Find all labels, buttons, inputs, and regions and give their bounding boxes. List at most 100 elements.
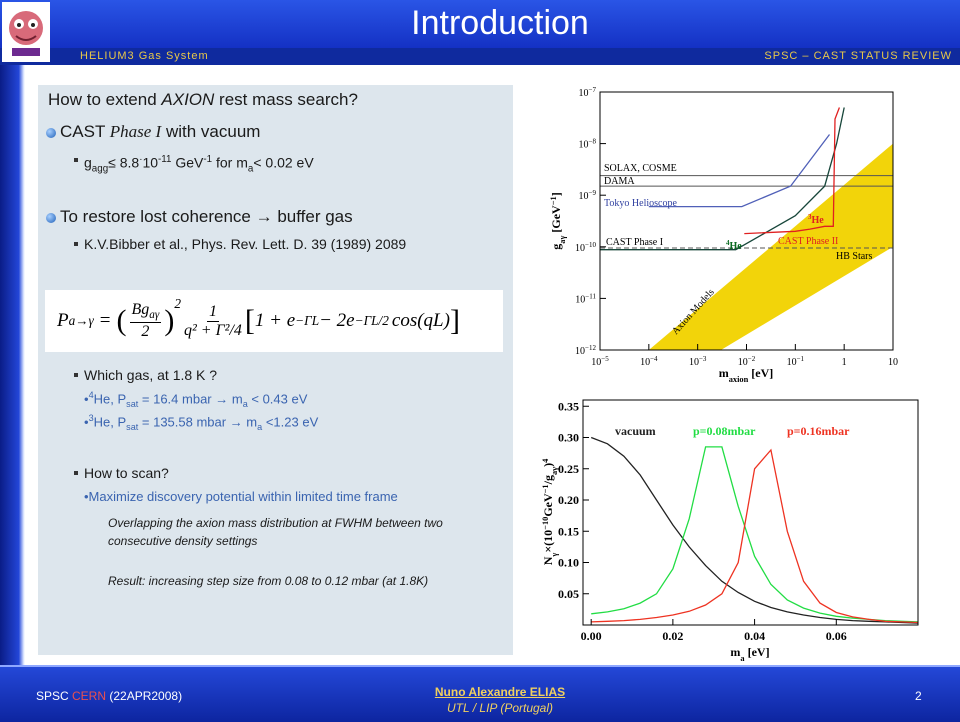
tick-base: 0.30 — [558, 431, 579, 445]
y-tick-label: 10−9 — [579, 189, 597, 202]
tick-exp: −8 — [589, 138, 597, 146]
x-tick-label: 10−5 — [591, 355, 609, 368]
legend-entry: p=0.16mbar — [787, 424, 850, 438]
y-tick-label: 0.15 — [558, 524, 579, 538]
plot-label: SOLAX, COSME — [604, 163, 677, 174]
tick-exp: −7 — [589, 86, 597, 94]
y-tick-label: 0.05 — [558, 587, 579, 601]
f: −ΓL/2 — [354, 313, 389, 328]
affiliation: UTL / LIP (Portugal) — [446, 701, 554, 715]
text-run: ≤ 8.8 — [108, 154, 140, 171]
text-run: He — [812, 215, 825, 226]
f: −ΓL — [295, 313, 320, 328]
tick-exp: −10 — [585, 241, 596, 249]
author: Nuno Alexandre ELIAS — [434, 685, 566, 699]
annotation: 4He — [726, 239, 742, 252]
text-run: GeV — [171, 154, 204, 171]
f: a→γ — [68, 313, 94, 328]
tick-base: 10 — [689, 357, 699, 368]
f: 2 — [141, 322, 150, 340]
legend-entry: p=0.08mbar — [693, 424, 756, 438]
text-run: < 0.02 eV — [253, 154, 314, 171]
logo — [2, 2, 50, 62]
text-run: ) — [541, 463, 555, 467]
text-run: · — [139, 154, 143, 165]
f: 1 — [206, 302, 219, 322]
text-run: = 135.58 mbar → m — [138, 414, 258, 430]
text-run: <1.23 eV — [262, 414, 319, 430]
tick-exp: −9 — [589, 189, 597, 197]
text-run: = 16.4 mbar → m — [138, 391, 243, 407]
text-run: Result: increasing step size from 0.08 t… — [108, 574, 429, 588]
f: 2 — [174, 296, 181, 311]
text-run: sat — [126, 398, 139, 409]
text-run: 4 — [88, 390, 94, 400]
text-run: g — [84, 154, 92, 171]
x-tick-label: 10−1 — [787, 355, 805, 368]
tick-base: 10 — [579, 140, 589, 151]
y-axis-label: gaγ [GeV−1] — [549, 192, 567, 249]
plot-label: CAST Phase I — [606, 237, 663, 248]
plot-label: CAST Phase II — [778, 236, 838, 247]
text-run: -11 — [158, 154, 172, 165]
x-axis-label: ma [eV] — [730, 645, 769, 663]
annotation: 3He — [808, 213, 824, 226]
f: ( — [116, 304, 127, 337]
text-run: 10 — [142, 154, 159, 171]
y-tick-label: 0.35 — [558, 399, 579, 413]
text-l3: •3He, Psat = 135.58 mbar → ma <1.23 eV — [84, 413, 318, 432]
tick-base: 10 — [787, 357, 797, 368]
y-tick-label: 10−8 — [579, 138, 597, 151]
f: ) — [164, 304, 175, 337]
text-note: Result: increasing step size from 0.08 t… — [108, 572, 503, 590]
y-tick-label: 0.30 — [558, 431, 579, 445]
text-l2: gagg≤ 8.8·10-11 GeV-1 for ma< 0.02 eV — [74, 150, 504, 179]
text-run: 4 — [726, 239, 730, 247]
series-line — [590, 436, 918, 624]
x-tick-label: 0.02 — [662, 629, 683, 643]
y-tick-label: 0.10 — [558, 556, 579, 570]
text-run: How to extend — [48, 90, 162, 109]
text-run: −10 — [541, 517, 550, 530]
axes-frame — [582, 399, 919, 626]
text-l1: To restore lost coherence → buffer gas — [46, 207, 353, 227]
text-run: /g — [541, 475, 555, 485]
text-run: To restore lost coherence → buffer gas — [60, 207, 353, 226]
tick-exp: −5 — [601, 355, 609, 363]
x-tick-label: 10 — [888, 357, 898, 368]
text-run: a — [247, 163, 254, 175]
event-label: SPSC – CAST STATUS REVIEW — [764, 50, 952, 62]
text-l1: CAST Phase I with vacuum — [45, 122, 261, 142]
text-run: for m — [212, 154, 248, 171]
tick-base: 0.20 — [558, 493, 579, 507]
text-run: [eV] — [745, 645, 770, 659]
text-l3: •4He, Psat = 16.4 mbar → ma < 0.43 eV — [84, 390, 307, 409]
f: P — [57, 310, 69, 331]
text-run: •Maximize discovery potential within lim… — [84, 489, 398, 504]
text-run: He, P — [93, 414, 127, 430]
tick-base: 10 — [575, 294, 585, 305]
y-tick-label: 10−10 — [575, 241, 596, 254]
plot-label: Tokyo Helioscope — [604, 198, 677, 209]
text-run: Phase I — [109, 122, 162, 141]
x-tick-label: 1 — [842, 357, 847, 368]
tick-base: 10 — [575, 243, 585, 254]
title: Introduction — [411, 4, 589, 42]
text-run: N — [541, 556, 555, 565]
y-tick-label: 10−11 — [575, 292, 596, 305]
x-tick-label: 10−3 — [689, 355, 707, 368]
header-bar — [0, 0, 960, 48]
tick-base: 10 — [640, 357, 650, 368]
page-number: 2 — [915, 689, 922, 703]
spectrum-plot: 0.00 0.02 0.04 0.06 0.05 0.10 0.15 0.20 0.25 0.30… — [538, 390, 930, 665]
exclusion-plot: 10−5 10−4 10−3 10−2 10−1 1 1010−1210−1110−1010… — [548, 85, 898, 388]
tick-base: 0.00 — [581, 629, 602, 643]
y-tick-label: 10−12 — [575, 344, 596, 357]
plot-label: HB Stars — [836, 251, 873, 262]
y-axis-label: Nγ×(10−10GeV−1/gaγ)4 — [541, 458, 559, 565]
tick-base: 10 — [738, 357, 748, 368]
x-axis-label: maxion [eV] — [719, 366, 774, 384]
text-run: with vacuum — [161, 122, 261, 141]
